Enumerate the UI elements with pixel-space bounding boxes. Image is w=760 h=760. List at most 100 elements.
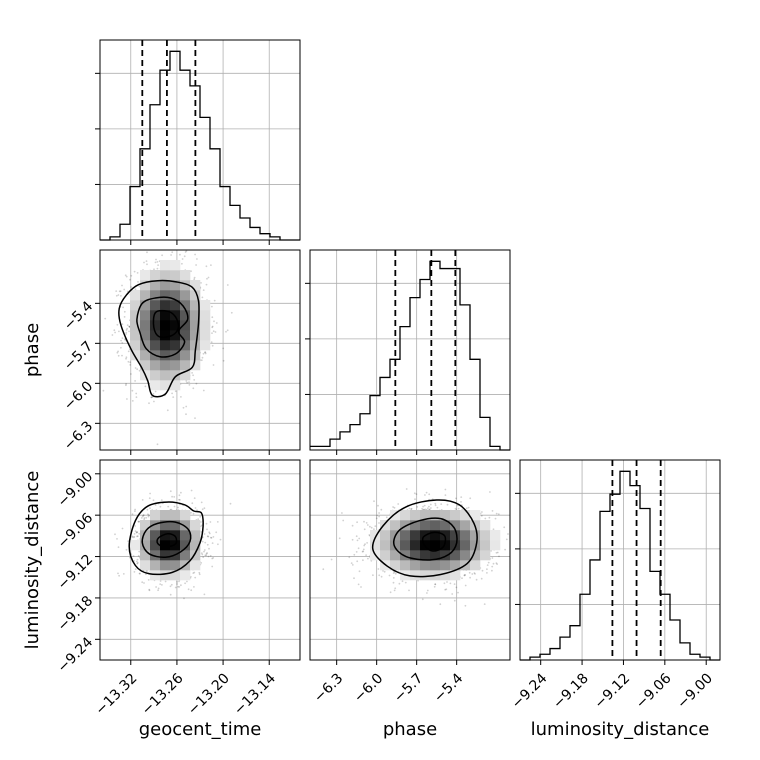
scatter-point (147, 515, 150, 518)
scatter-point (125, 356, 128, 359)
scatter-point (498, 555, 500, 558)
scatter-point (179, 253, 181, 256)
density-cell (170, 270, 181, 281)
scatter-point (229, 502, 232, 505)
scatter-point (114, 533, 116, 536)
scatter-point (453, 583, 456, 585)
density-cell (180, 290, 191, 301)
scatter-point (222, 359, 225, 362)
scatter-point (130, 274, 133, 277)
density-cell (390, 540, 401, 551)
density-cell (380, 520, 391, 531)
density-cell (470, 560, 481, 571)
scatter-point (129, 361, 132, 364)
scatter-point (378, 512, 380, 514)
density-cell (160, 280, 171, 291)
contour-inner (152, 310, 180, 339)
scatter-point (171, 392, 174, 395)
scatter-point (356, 521, 358, 524)
density-cell (410, 540, 421, 551)
scatter-point (123, 338, 126, 341)
scatter-point (136, 535, 138, 538)
density-cell (390, 560, 401, 571)
x-tick-label: −13.32 (93, 670, 141, 718)
density-cell (200, 300, 211, 311)
scatter-point (146, 263, 148, 266)
scatter-point (363, 528, 366, 531)
density-cell (160, 260, 171, 271)
scatter-point (374, 525, 377, 527)
density-cell (140, 520, 151, 531)
scatter-point (116, 538, 118, 540)
scatter-point (214, 331, 217, 333)
density-cell (460, 520, 471, 531)
scatter-point (211, 326, 214, 329)
scatter-point (377, 504, 379, 507)
density-cell (160, 570, 171, 581)
scatter-point (190, 489, 193, 492)
scatter-point (210, 536, 212, 539)
density-cell (160, 320, 171, 331)
scatter-point (202, 352, 205, 355)
scatter-point (157, 264, 160, 266)
scatter-point (348, 556, 351, 559)
scatter-point (154, 504, 157, 506)
scatter-point (350, 562, 353, 564)
scatter-point (456, 504, 459, 507)
scatter-point (201, 296, 204, 299)
scatter-point (210, 341, 213, 343)
scatter-point (155, 258, 157, 261)
scatter-point (416, 506, 419, 508)
scatter-point (145, 570, 148, 573)
scatter-point (428, 505, 430, 508)
scatter-point (463, 574, 466, 576)
density-cell (380, 540, 391, 551)
scatter-point (219, 538, 222, 541)
density-cell (400, 510, 411, 521)
scatter-point (373, 528, 375, 530)
scatter-point (138, 285, 141, 288)
histogram-luminosity_distance (520, 470, 720, 661)
scatter-point (146, 508, 149, 511)
density-cell (450, 550, 461, 561)
scatter-point (157, 587, 160, 590)
contour-inner (156, 533, 178, 548)
scatter-point (503, 526, 506, 529)
scatter-point (474, 573, 476, 575)
scatter-point (134, 568, 137, 570)
scatter-point (152, 393, 155, 395)
scatter-point (491, 510, 494, 512)
scatter-point (200, 552, 203, 554)
scatter-point (351, 538, 354, 541)
density-cell (150, 520, 161, 531)
scatter-point (413, 492, 416, 495)
scatter-point (401, 580, 404, 583)
scatter-point (169, 585, 172, 588)
scatter-point (140, 517, 143, 519)
scatter-point (494, 517, 497, 520)
density-cell (380, 550, 391, 561)
scatter-point (467, 506, 470, 509)
density-cell (200, 320, 211, 331)
scatter-point (170, 583, 173, 586)
scatter-point (115, 290, 118, 292)
scatter-point (355, 535, 358, 538)
scatter-point (393, 589, 396, 592)
scatter-point (222, 347, 225, 350)
scatter-point (117, 546, 120, 549)
density-cell (200, 330, 211, 341)
scatter-point (135, 396, 138, 398)
density-cell (160, 520, 171, 531)
density-cell (480, 550, 491, 561)
scatter-point (488, 516, 491, 519)
scatter-point (443, 582, 446, 585)
scatter-point (134, 508, 137, 511)
scatter-point (212, 557, 215, 559)
scatter-point (205, 552, 208, 555)
scatter-point (206, 552, 209, 554)
density-cell (140, 360, 151, 371)
scatter-point (382, 570, 384, 572)
density-cell (190, 290, 201, 301)
scatter-point (120, 295, 122, 297)
scatter-point (181, 262, 183, 265)
